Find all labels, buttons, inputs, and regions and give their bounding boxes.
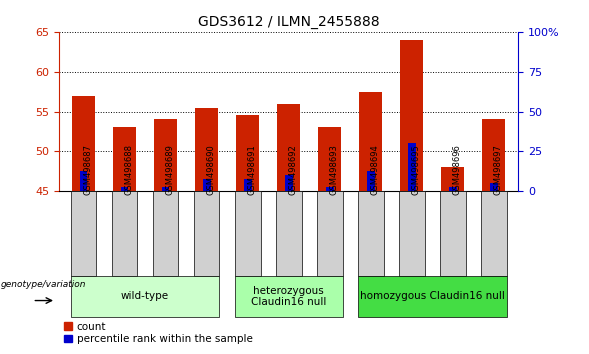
Text: GSM498688: GSM498688 — [124, 144, 134, 195]
Bar — [234, 191, 260, 276]
Bar — [490, 183, 498, 191]
Bar — [276, 191, 302, 276]
Text: GSM498693: GSM498693 — [330, 144, 339, 195]
Bar — [449, 187, 456, 191]
Bar — [441, 167, 464, 191]
Text: homozygous Claudin16 null: homozygous Claudin16 null — [360, 291, 505, 302]
Bar — [408, 143, 416, 191]
Text: GSM498690: GSM498690 — [207, 144, 216, 195]
Text: GSM498692: GSM498692 — [289, 144, 297, 195]
Text: GSM498694: GSM498694 — [370, 144, 380, 195]
Bar — [440, 191, 466, 276]
Text: GSM498695: GSM498695 — [412, 144, 421, 195]
Bar — [161, 187, 170, 191]
Text: GSM498697: GSM498697 — [494, 144, 502, 195]
Bar — [244, 179, 252, 191]
Text: genotype/variation: genotype/variation — [1, 280, 87, 289]
Bar — [71, 276, 220, 317]
Bar — [399, 191, 425, 276]
Bar — [203, 179, 210, 191]
Bar — [359, 92, 382, 191]
Bar — [482, 119, 505, 191]
Text: GSM498687: GSM498687 — [84, 144, 92, 195]
Bar — [71, 191, 97, 276]
Bar — [236, 115, 259, 191]
Bar — [481, 191, 507, 276]
Bar — [317, 191, 343, 276]
Bar — [367, 171, 375, 191]
Bar — [358, 276, 507, 317]
Text: wild-type: wild-type — [121, 291, 169, 302]
Bar — [284, 175, 293, 191]
Bar — [277, 103, 300, 191]
Bar — [111, 191, 137, 276]
Bar — [326, 187, 333, 191]
Text: GSM498689: GSM498689 — [166, 144, 174, 195]
Legend: count, percentile rank within the sample: count, percentile rank within the sample — [64, 322, 253, 344]
Bar — [194, 191, 220, 276]
Bar — [121, 187, 128, 191]
Text: GSM498691: GSM498691 — [247, 144, 257, 195]
Bar — [318, 127, 341, 191]
Bar — [80, 171, 87, 191]
Bar — [154, 119, 177, 191]
Bar — [72, 96, 95, 191]
Bar — [358, 191, 383, 276]
Title: GDS3612 / ILMN_2455888: GDS3612 / ILMN_2455888 — [198, 16, 379, 29]
Bar — [196, 108, 218, 191]
Bar — [401, 40, 423, 191]
Bar — [153, 191, 178, 276]
Text: GSM498696: GSM498696 — [453, 144, 462, 195]
Bar — [234, 276, 343, 317]
Bar — [113, 127, 136, 191]
Text: heterozygous
Claudin16 null: heterozygous Claudin16 null — [251, 286, 326, 307]
